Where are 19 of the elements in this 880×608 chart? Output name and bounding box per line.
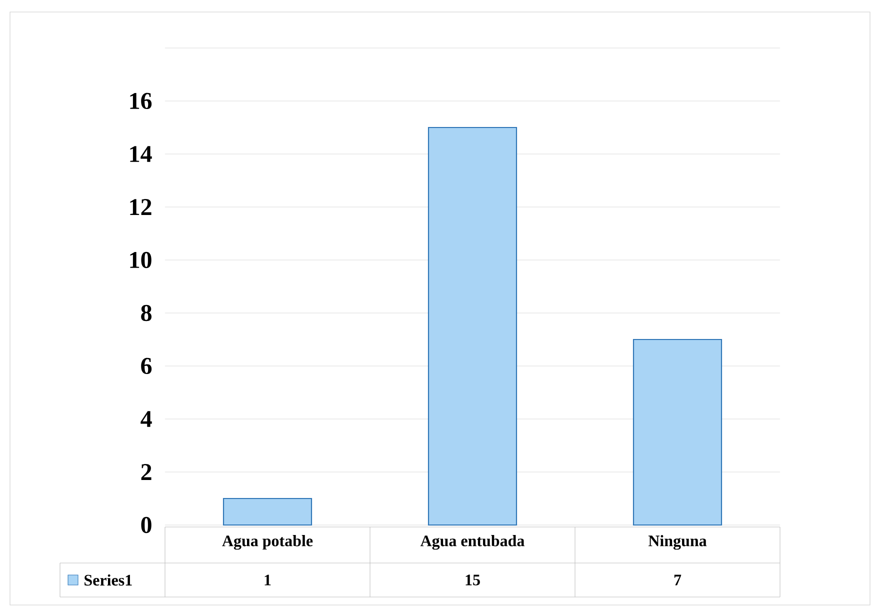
bar (428, 126, 518, 526)
y-tick-label: 2 (141, 464, 152, 480)
x-tick-label: Agua potable (222, 535, 313, 550)
y-tick-label: 16 (130, 92, 152, 110)
y-tick-label: 4 (140, 411, 152, 427)
x-tick-label: Ninguna (648, 535, 707, 550)
data-label: 15 (466, 574, 480, 586)
y-tick-label: 14 (130, 146, 152, 162)
data-label: 7 (674, 574, 682, 586)
y-tick-label: 6 (141, 358, 152, 374)
legend-label: Series1 (84, 574, 132, 586)
bar (632, 338, 722, 526)
y-tick-label: 10 (130, 252, 152, 268)
data-label: 1 (264, 574, 271, 586)
y-tick-label: 8 (141, 304, 152, 322)
y-tick-label: 0 (141, 516, 152, 534)
bar (222, 498, 312, 526)
y-tick-label: 12 (130, 199, 152, 215)
x-tick-label: Agua entubada (420, 535, 524, 550)
